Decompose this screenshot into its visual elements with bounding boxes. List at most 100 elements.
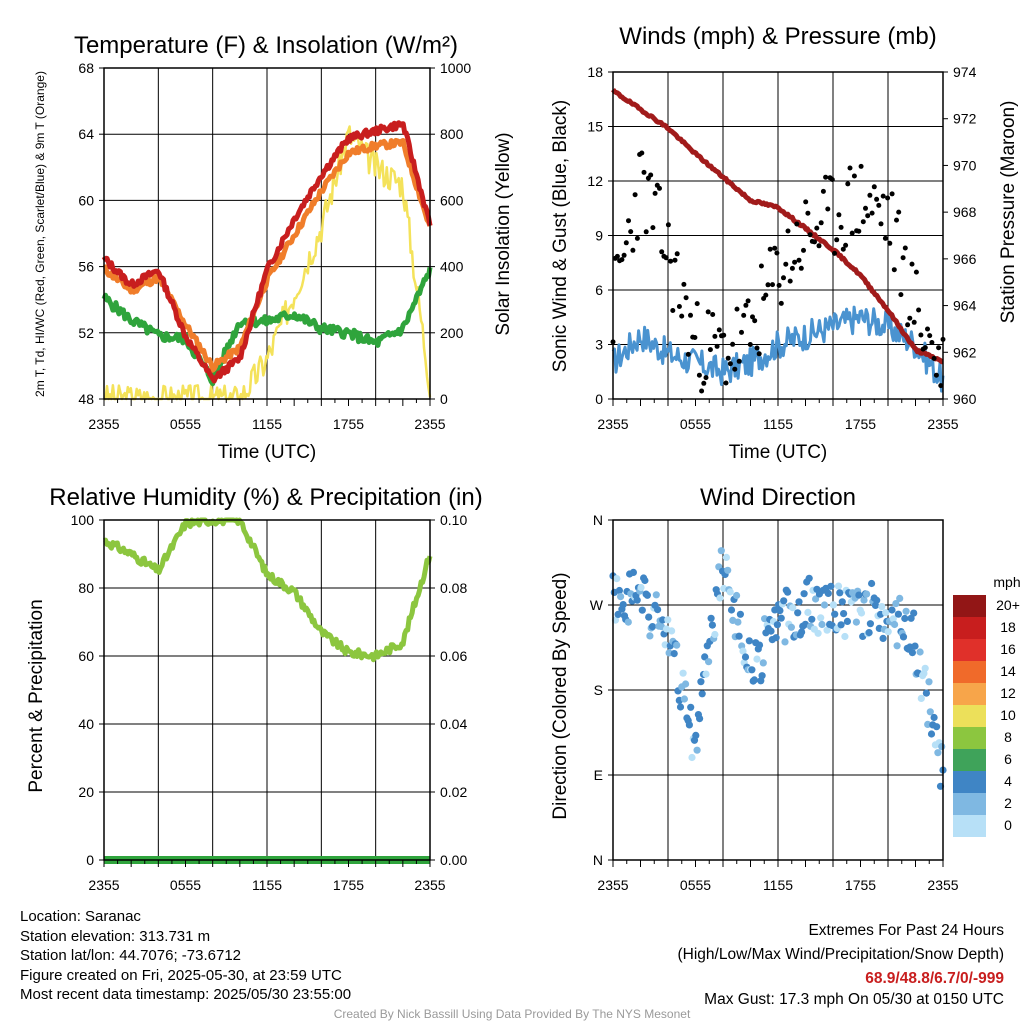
- direction-point: [767, 627, 775, 635]
- extremes-block: Extremes For Past 24 Hours (High/Low/Max…: [678, 919, 1005, 1008]
- gust-point: [730, 341, 736, 347]
- direction-point: [613, 575, 621, 583]
- gust-point: [665, 222, 671, 228]
- gust-point: [657, 185, 662, 191]
- direction-point: [735, 632, 743, 640]
- direction-point: [753, 655, 761, 663]
- gust-point: [882, 235, 888, 241]
- gust-point: [694, 301, 700, 307]
- direction-point: [843, 617, 852, 626]
- gust-point: [818, 220, 824, 226]
- left-tick-label: N: [593, 512, 603, 528]
- gust-point: [736, 358, 742, 364]
- direction-point: [860, 596, 868, 604]
- right-tick-label: 0: [440, 391, 448, 407]
- left-tick-label: 15: [587, 119, 603, 135]
- direction-point: [637, 583, 645, 592]
- gust-point: [887, 240, 893, 246]
- direction-point: [693, 746, 701, 754]
- gust-point: [925, 326, 930, 332]
- legend-title: mph: [993, 574, 1020, 590]
- humidity-title: Relative Humidity (%) & Precipitation (i…: [49, 484, 482, 511]
- direction-point: [705, 658, 713, 666]
- left-tick-label: 20: [78, 784, 94, 800]
- direction-point: [745, 637, 753, 645]
- direction-point: [855, 591, 863, 599]
- gust-point: [931, 355, 937, 361]
- left-tick-label: W: [590, 597, 604, 613]
- direction-point: [688, 753, 696, 762]
- gust-point: [863, 205, 868, 211]
- direction-point: [615, 586, 624, 595]
- direction-point: [837, 621, 845, 629]
- gust-point: [747, 342, 753, 347]
- gust-point: [789, 265, 795, 271]
- direction-point: [817, 614, 825, 622]
- direction-point: [888, 606, 896, 614]
- legend-swatch: [953, 793, 986, 815]
- direction-point: [922, 689, 931, 697]
- direction-point: [884, 628, 892, 636]
- direction-point: [698, 690, 706, 698]
- temperature-gridlines: [104, 68, 430, 399]
- x-tick-label: 0555: [680, 416, 711, 432]
- direction-point: [865, 629, 873, 637]
- temperature-xlabel: Time (UTC): [218, 442, 317, 463]
- gust-point: [860, 219, 866, 225]
- x-tick-label: 1755: [845, 416, 876, 432]
- direction-point: [840, 610, 848, 618]
- left-tick-label: 68: [78, 60, 94, 76]
- gust-point: [723, 380, 729, 386]
- right-tick-label: 0.10: [440, 512, 467, 528]
- direction-point: [901, 614, 909, 623]
- direction-point: [758, 672, 766, 680]
- x-tick-label: 1755: [333, 416, 364, 432]
- wind-xlabel: Time (UTC): [729, 442, 828, 463]
- gust-point: [832, 250, 837, 256]
- gust-point: [871, 184, 877, 190]
- direction-point: [673, 641, 681, 649]
- humidity-left-ticks: 100 80 60 40 20 0: [71, 512, 104, 868]
- gust-point: [874, 196, 880, 202]
- direction-x-ticks: 2355 0555 1155 1755 2355: [597, 860, 959, 893]
- direction-point: [857, 609, 866, 617]
- gust-point: [787, 278, 793, 284]
- right-tick-label: 960: [953, 391, 977, 407]
- right-tick-label: 970: [953, 157, 977, 173]
- direction-point: [664, 616, 672, 624]
- direction-point: [617, 593, 625, 601]
- right-tick-label: 974: [953, 64, 977, 80]
- direction-point: [812, 595, 820, 603]
- gust-point: [796, 257, 802, 263]
- gust-point: [672, 257, 678, 263]
- direction-point: [863, 590, 871, 598]
- gust-point: [894, 217, 899, 223]
- left-tick-label: 60: [78, 192, 94, 208]
- direction-point: [687, 703, 695, 711]
- legend-label: 8: [1004, 729, 1012, 745]
- legend-swatch: [953, 639, 986, 661]
- gust-point: [785, 228, 791, 234]
- credit-line: Created By Nick Bassill Using Data Provi…: [333, 1007, 691, 1021]
- direction-point: [701, 653, 709, 661]
- station-location: Location: Saranac: [20, 908, 141, 925]
- direction-point: [638, 606, 646, 614]
- x-tick-label: 2355: [88, 877, 119, 893]
- x-tick-label: 1755: [333, 877, 364, 893]
- legend-label: 10: [1000, 707, 1016, 723]
- direction-point: [787, 623, 796, 631]
- direction-point: [648, 623, 657, 631]
- station-latlon: Station lat/lon: 44.7076; -73.6712: [20, 947, 242, 964]
- direction-point: [708, 621, 717, 629]
- left-tick-label: 48: [78, 391, 94, 407]
- left-tick-label: N: [593, 852, 603, 868]
- gust-point: [652, 190, 658, 196]
- left-tick-label: 0: [595, 391, 603, 407]
- humidity-panel: Relative Humidity (%) & Precipitation (i…: [26, 484, 483, 893]
- gust-point: [663, 255, 669, 261]
- direction-point: [679, 669, 687, 677]
- direction-point: [670, 650, 678, 658]
- gust-point: [778, 300, 784, 306]
- x-tick-label: 0555: [170, 416, 201, 432]
- gust-point: [929, 340, 935, 345]
